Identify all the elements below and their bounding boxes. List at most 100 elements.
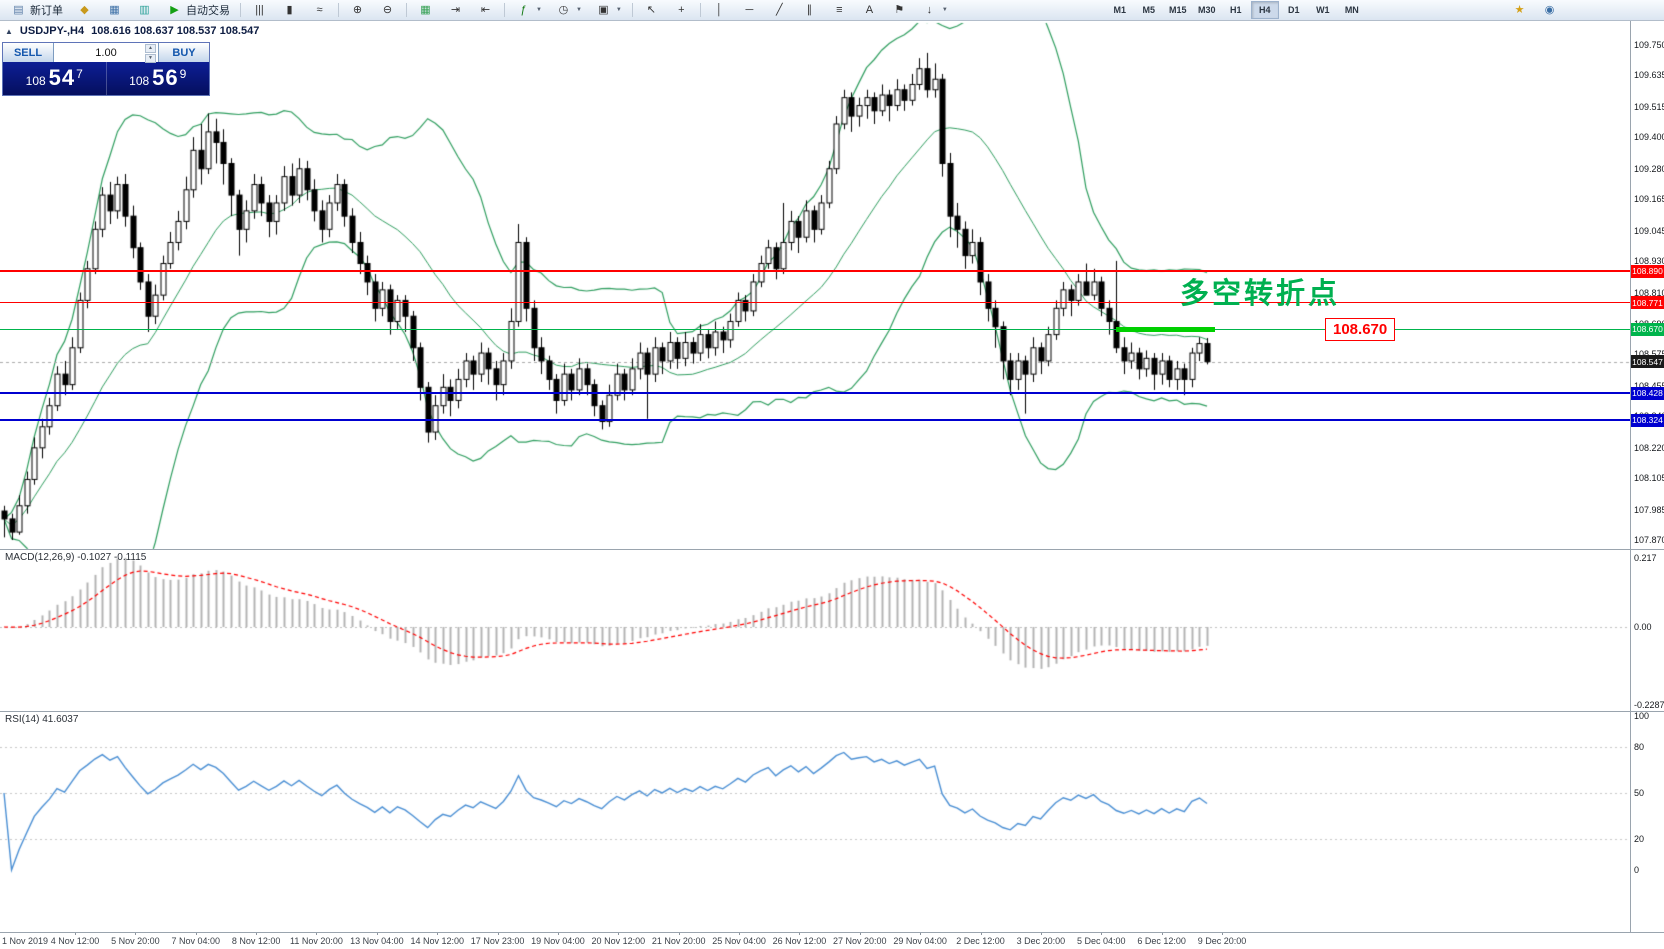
vertical-line-icon[interactable]: │	[705, 1, 734, 20]
sell-price-prefix: 108	[25, 74, 46, 88]
horizontal-line-108.771[interactable]	[0, 302, 1630, 304]
timeframe-h4[interactable]: H4	[1250, 1, 1279, 19]
trendline-icon[interactable]: ╱	[765, 1, 794, 20]
templates-icon-caret[interactable]: ▼	[615, 7, 622, 13]
time-axis-tick	[739, 932, 741, 935]
time-axis-label: 27 Nov 20:00	[833, 936, 887, 946]
tile-windows-icon[interactable]: ▦	[411, 1, 440, 20]
profiles-icon[interactable]: ◆	[70, 1, 99, 20]
zoom-in-icon[interactable]: ⊕	[343, 1, 372, 20]
chart-shift-icon[interactable]: ⇤	[471, 1, 500, 20]
templates-icon[interactable]: ▣ ▼	[589, 1, 628, 20]
timeframe-h1[interactable]: H1	[1230, 5, 1242, 15]
periods-icon-caret[interactable]: ▼	[575, 7, 582, 13]
label-icon[interactable]: ⚑	[885, 1, 914, 20]
candles-icon-glyph: ▮	[286, 3, 293, 16]
time-axis-tick	[1161, 932, 1163, 935]
sell-price-pip: 7	[76, 67, 83, 81]
price-axis-label: 108.455	[1634, 381, 1664, 391]
buy-button[interactable]: BUY	[158, 43, 209, 62]
crosshair-icon[interactable]: +	[667, 1, 696, 20]
periods-icon[interactable]: ◷ ▼	[549, 1, 588, 20]
time-axis-label: 4 Nov 12:00	[50, 936, 100, 946]
buy-price-button[interactable]: 108 56 9	[105, 62, 210, 95]
indicators-icon-caret[interactable]: ▼	[536, 7, 542, 13]
volume-up-button[interactable]: ▲	[145, 44, 156, 53]
autotrading-label: 自动交易	[186, 5, 230, 17]
time-axis-label: 5 Dec 04:00	[1077, 936, 1126, 946]
timeframe-mn[interactable]: MN	[1344, 5, 1359, 15]
time-axis-tick	[920, 932, 922, 935]
favorites-icon[interactable]: ★	[1505, 1, 1534, 20]
time-axis-label: 29 Nov 04:00	[893, 936, 947, 946]
collapse-panel-icon[interactable]: ▲	[5, 26, 13, 36]
time-axis-tick	[316, 932, 318, 935]
text-icon[interactable]: A	[855, 1, 884, 20]
line-chart-icon[interactable]: ≈	[305, 1, 334, 20]
time-axis-label: 13 Nov 04:00	[350, 936, 404, 946]
time-axis-tick	[859, 932, 861, 935]
price-tag-108.324: 108.324	[1631, 413, 1664, 427]
price-tag-108.428: 108.428	[1631, 386, 1664, 400]
timeframe-m5[interactable]: M5	[1142, 5, 1156, 15]
horizontal-line-108.670[interactable]	[0, 328, 1630, 330]
time-axis-label: 2 Dec 12:00	[956, 936, 1005, 946]
horizontal-line-icon[interactable]: ─	[735, 1, 764, 20]
autotrading-button[interactable]: ▶ 自动交易	[160, 1, 236, 20]
indicators-icon[interactable]: ƒ ▼	[509, 1, 548, 20]
auto-scroll-icon[interactable]: ⇥	[441, 1, 470, 20]
volume-down-button[interactable]: ▼	[145, 54, 156, 63]
sell-button[interactable]: SELL	[3, 43, 54, 62]
horizontal-line-108.428[interactable]	[0, 392, 1630, 395]
charts-grid-icon[interactable]: ▦	[100, 1, 129, 20]
price-axis[interactable]: 109.750 109.635 109.515 109.400 109.280 109.1…	[1631, 21, 1664, 932]
time-axis-tick	[980, 932, 982, 935]
time-axis-tick	[618, 932, 620, 935]
zoom-out-icon[interactable]: ⊖	[373, 1, 402, 20]
candles-icon[interactable]: ▮	[275, 1, 304, 20]
rsi-pane-separator[interactable]	[0, 711, 1664, 712]
rsi-axis-label: 20	[1634, 834, 1645, 845]
time-axis-separator	[0, 932, 1664, 933]
timeframe-d1[interactable]: D1	[1288, 5, 1300, 15]
turning-point-annotation[interactable]: 多空转折点	[1180, 278, 1341, 310]
timeframe-m15[interactable]: M15	[1169, 5, 1187, 15]
timeframe-m1[interactable]: M1	[1113, 5, 1127, 15]
support-zone-segment[interactable]	[1116, 326, 1215, 332]
horizontal-line-108.890[interactable]	[0, 270, 1630, 273]
level-price-label[interactable]: 108.670	[1325, 318, 1396, 341]
community-icon[interactable]: ◉	[1535, 1, 1564, 20]
time-axis[interactable]: 1 Nov 2019 4 Nov 12:00 5 Nov 20:00 7 Nov 04…	[0, 932, 1630, 949]
time-axis-tick	[376, 932, 378, 935]
bars-icon[interactable]: |||	[245, 1, 274, 20]
toolbar-separator	[406, 3, 407, 17]
timeframe-m30[interactable]: M30	[1198, 5, 1216, 15]
timeframe-w1[interactable]: W1	[1316, 5, 1330, 15]
sell-price-button[interactable]: 108 54 7	[3, 62, 106, 95]
one-click-trade-panel: SELL 1.00 ▲ ▼ BUY 108 54 7 108 56 9	[2, 42, 210, 96]
new-order-button[interactable]: ▤ 新订单	[4, 1, 69, 20]
time-axis-tick	[437, 932, 439, 935]
zoom-in-icon-glyph: ⊕	[352, 3, 363, 16]
volume-input[interactable]: 1.00 ▲ ▼	[54, 43, 158, 63]
auto-scroll-icon-glyph: ⇥	[450, 3, 461, 16]
time-axis-label: 9 Dec 20:00	[1197, 936, 1247, 946]
horizontal-line-108.324[interactable]	[0, 419, 1630, 422]
crosshair-icon-glyph: +	[678, 3, 685, 16]
toolbar-separator	[631, 3, 633, 17]
fibonacci-icon[interactable]: ≡	[825, 1, 854, 20]
market-watch-icon[interactable]: ▥	[130, 1, 159, 20]
macd-pane-separator[interactable]	[0, 549, 1664, 550]
equidistant-channel-icon[interactable]: ∥	[795, 1, 824, 20]
cursor-icon[interactable]: ↖	[637, 1, 666, 20]
price-axis-label: 107.870	[1634, 535, 1664, 545]
arrows-icon-caret[interactable]: ▼	[941, 7, 948, 13]
price-axis-label: 109.165	[1634, 194, 1664, 205]
indicators-icon-glyph: ƒ	[520, 3, 527, 16]
line-chart-icon-glyph: ≈	[316, 3, 323, 16]
market-watch-icon-glyph: ▥	[139, 3, 150, 16]
toolbar-separator	[240, 3, 241, 17]
arrows-icon[interactable]: ↓ ▼	[915, 1, 954, 20]
